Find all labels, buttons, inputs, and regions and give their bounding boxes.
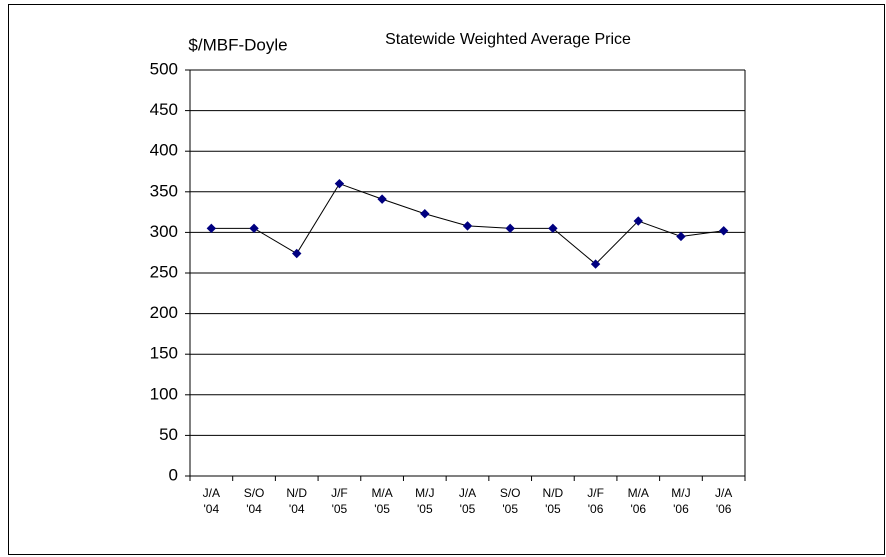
x-tick-label-line: '04: [204, 502, 220, 516]
x-tick-label-line: '04: [246, 502, 262, 516]
x-tick-label: M/J '05: [415, 486, 434, 516]
data-point: [377, 194, 387, 204]
x-tick-label-line: '05: [417, 502, 433, 516]
x-tick-label: M/A '06: [628, 486, 649, 516]
x-tick-label: J/A '06: [715, 486, 732, 516]
data-point: [633, 216, 643, 226]
y-axis-label: $/MBF-Doyle: [188, 35, 287, 54]
y-tick-label: 250: [150, 262, 178, 281]
x-tick-label: M/A '05: [371, 486, 392, 516]
x-tick-label-line: J/A: [459, 486, 476, 500]
data-point: [548, 223, 558, 234]
x-tick-label-line: M/J: [671, 486, 690, 500]
y-tick-label: 150: [150, 344, 178, 363]
x-tick-label: S/O '04: [244, 486, 265, 516]
x-tick-label-line: '05: [332, 502, 348, 516]
x-tick-label: M/J '06: [671, 486, 690, 516]
x-tick-label: J/A '05: [459, 486, 476, 516]
chart-border: [8, 4, 885, 555]
data-point: [292, 248, 302, 259]
y-tick-label: 450: [150, 100, 178, 119]
x-tick-label-line: '05: [374, 502, 390, 516]
x-tick-label-line: J/F: [331, 486, 348, 500]
y-tick-label: 400: [150, 141, 178, 160]
data-point: [249, 223, 259, 234]
x-tick-label-line: J/A: [203, 486, 220, 500]
x-tick-label-line: M/A: [371, 486, 392, 500]
data-point: [462, 221, 473, 231]
x-tick-label: N/D '04: [286, 486, 307, 516]
data-point: [505, 223, 515, 234]
x-tick-label-line: J/A: [715, 486, 732, 500]
x-tick-label-line: S/O: [500, 486, 521, 500]
x-tick-label-line: M/J: [415, 486, 434, 500]
data-point: [676, 231, 686, 242]
y-tick-label: 0: [169, 465, 178, 484]
x-tick-label-line: S/O: [244, 486, 265, 500]
x-tick-label-line: J/F: [587, 486, 604, 500]
data-point: [420, 209, 430, 219]
x-tick-label-line: N/D: [543, 486, 564, 500]
x-tick-label-line: N/D: [286, 486, 307, 500]
x-tick-label-line: '05: [502, 502, 518, 516]
data-point: [206, 223, 217, 234]
x-tick-label-line: '05: [460, 502, 476, 516]
chart-title: Statewide Weighted Average Price: [385, 31, 631, 48]
y-tick-label: 300: [150, 222, 178, 241]
y-tick-label: 500: [150, 59, 178, 78]
x-tick-label-line: '06: [588, 502, 604, 516]
x-tick-label-line: '04: [289, 502, 305, 516]
x-tick-label-line: M/A: [628, 486, 649, 500]
x-tick-label-line: '06: [630, 502, 646, 516]
y-tick-label: 100: [150, 384, 178, 403]
x-tick-label: J/F '06: [587, 486, 604, 516]
x-tick-label-line: '05: [545, 502, 561, 516]
y-tick-label: 50: [159, 425, 178, 444]
data-point: [590, 259, 601, 269]
x-tick-label: N/D '05: [543, 486, 564, 516]
y-tick-label: 200: [150, 303, 178, 322]
x-tick-label: J/A '04: [203, 486, 220, 516]
x-tick-label: S/O '05: [500, 486, 521, 516]
x-tick-label-line: '06: [673, 502, 689, 516]
y-tick-label: 350: [150, 181, 178, 200]
data-point: [334, 178, 345, 189]
x-tick-label-line: '06: [716, 502, 732, 516]
x-tick-label: J/F '05: [331, 486, 348, 516]
data-point: [718, 226, 729, 236]
